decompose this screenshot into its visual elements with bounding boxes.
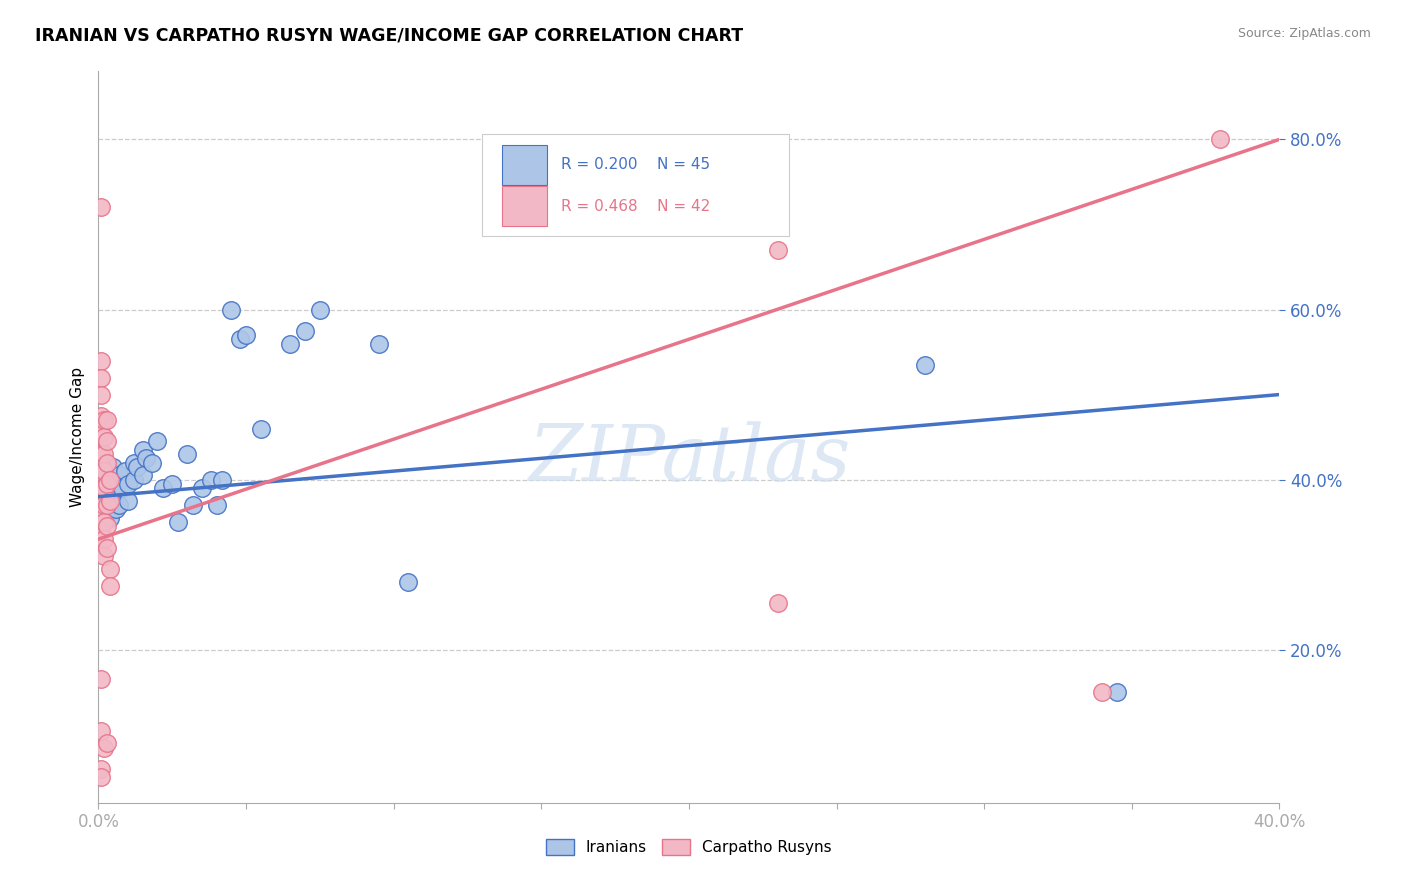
Point — [93, 464, 115, 478]
Text: R = 0.200    N = 45: R = 0.200 N = 45 — [561, 158, 710, 172]
Point — [90, 511, 112, 525]
Point — [162, 476, 183, 491]
Point — [135, 451, 157, 466]
Point — [96, 507, 118, 521]
Point — [176, 447, 198, 461]
Point — [181, 498, 204, 512]
Point — [96, 736, 118, 750]
Point — [93, 498, 115, 512]
Point — [96, 434, 118, 449]
Point — [98, 562, 121, 576]
Point — [105, 485, 128, 500]
Point — [200, 473, 222, 487]
Point — [90, 481, 112, 495]
Point — [90, 201, 112, 215]
Point — [108, 468, 131, 483]
Point — [96, 476, 118, 491]
Point — [98, 579, 121, 593]
Point — [368, 336, 391, 351]
Point — [229, 332, 252, 346]
Point — [294, 324, 316, 338]
Point — [914, 358, 936, 372]
Point — [398, 574, 420, 589]
Text: R = 0.468    N = 42: R = 0.468 N = 42 — [561, 199, 710, 214]
Point — [235, 328, 257, 343]
Point — [93, 413, 115, 427]
Point — [93, 515, 115, 529]
Point — [93, 447, 115, 461]
Point — [90, 459, 112, 474]
Point — [90, 370, 112, 384]
Point — [93, 430, 115, 444]
Point — [309, 302, 332, 317]
Bar — [502, 186, 547, 227]
Point — [111, 481, 134, 495]
Point — [93, 740, 115, 755]
Point — [132, 468, 155, 483]
Point — [96, 498, 118, 512]
Point — [122, 456, 145, 470]
Point — [98, 494, 121, 508]
Point — [191, 481, 214, 495]
Point — [122, 473, 145, 487]
Point — [108, 498, 131, 512]
Point — [132, 442, 155, 457]
Point — [205, 498, 228, 512]
Point — [96, 413, 118, 427]
Point — [280, 336, 302, 351]
Point — [96, 490, 118, 504]
Point — [93, 498, 115, 512]
Point — [90, 485, 112, 500]
Point — [90, 425, 112, 440]
Point — [90, 387, 112, 401]
Point — [96, 541, 118, 555]
Point — [90, 770, 112, 784]
Text: ZIPatlas: ZIPatlas — [527, 421, 851, 497]
Point — [98, 473, 121, 487]
Bar — [502, 145, 547, 185]
Point — [90, 447, 112, 461]
Point — [152, 481, 174, 495]
Point — [93, 473, 115, 487]
Point — [90, 673, 112, 687]
Point — [90, 409, 112, 423]
Point — [105, 502, 128, 516]
Point — [90, 762, 112, 776]
Point — [1091, 685, 1114, 699]
Point — [1107, 685, 1129, 699]
Point — [211, 473, 233, 487]
Point — [90, 723, 112, 738]
Point — [146, 434, 169, 449]
Point — [96, 519, 118, 533]
Point — [1209, 132, 1232, 146]
Point — [90, 524, 112, 538]
Point — [250, 421, 273, 435]
Point — [96, 456, 118, 470]
Point — [766, 243, 789, 257]
Point — [141, 456, 163, 470]
Point — [98, 494, 121, 508]
Legend: Iranians, Carpatho Rusyns: Iranians, Carpatho Rusyns — [540, 833, 838, 861]
Point — [117, 494, 139, 508]
Text: Source: ZipAtlas.com: Source: ZipAtlas.com — [1237, 27, 1371, 40]
Point — [114, 464, 136, 478]
Text: IRANIAN VS CARPATHO RUSYN WAGE/INCOME GAP CORRELATION CHART: IRANIAN VS CARPATHO RUSYN WAGE/INCOME GA… — [35, 27, 744, 45]
Point — [93, 549, 115, 563]
Point — [167, 515, 190, 529]
Point — [766, 596, 789, 610]
Point — [103, 459, 125, 474]
FancyBboxPatch shape — [482, 134, 789, 235]
Point — [98, 511, 121, 525]
Point — [93, 481, 115, 495]
Y-axis label: Wage/Income Gap: Wage/Income Gap — [69, 367, 84, 508]
Point — [90, 353, 112, 368]
Point — [93, 532, 115, 546]
Point — [103, 476, 125, 491]
Point — [221, 302, 243, 317]
Point — [125, 459, 148, 474]
Point — [90, 494, 112, 508]
Point — [117, 476, 139, 491]
